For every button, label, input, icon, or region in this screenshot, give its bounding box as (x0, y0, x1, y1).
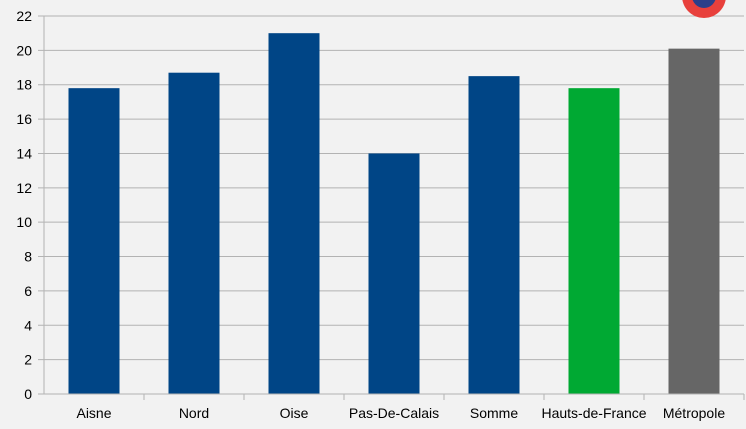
x-tick-label: Métropole (663, 405, 725, 421)
badge-outer (682, 0, 726, 18)
x-tick-label: Oise (280, 405, 309, 421)
badge-inner (692, 0, 716, 8)
bar (568, 88, 620, 394)
axes (43, 16, 745, 400)
y-tick-label: 6 (24, 283, 32, 299)
y-tick-label: 14 (16, 145, 32, 161)
x-tick-label: Hauts-de-France (541, 405, 646, 421)
y-tick-label: 8 (24, 249, 32, 265)
x-tick-label: Nord (179, 405, 209, 421)
bar (268, 33, 320, 394)
x-tick-label: Somme (470, 405, 518, 421)
bar (168, 72, 220, 394)
y-tick-label: 20 (16, 42, 32, 58)
x-tick-label: Aisne (76, 405, 111, 421)
y-tick-label: 4 (24, 317, 32, 333)
y-tick-label: 10 (16, 214, 32, 230)
bar (368, 153, 420, 394)
badge-icon (682, 0, 726, 18)
x-tick-label: Pas-De-Calais (349, 405, 439, 421)
x-tick-labels: Aisne Nord Oise Pas-De-Calais Somme Hauts-de-… (76, 405, 725, 421)
y-tick-label: 12 (16, 180, 32, 196)
bars (68, 33, 720, 395)
y-tick-label: 2 (24, 352, 32, 368)
bar (68, 88, 120, 394)
y-tick-label: 0 (24, 386, 32, 402)
bar (668, 48, 720, 395)
bar (468, 76, 520, 395)
y-tick-label: 22 (16, 8, 32, 24)
y-tick-labels: 0 2 4 6 8 10 12 14 16 18 20 22 (16, 8, 32, 402)
y-tick-label: 16 (16, 111, 32, 127)
y-tick-label: 18 (16, 77, 32, 93)
